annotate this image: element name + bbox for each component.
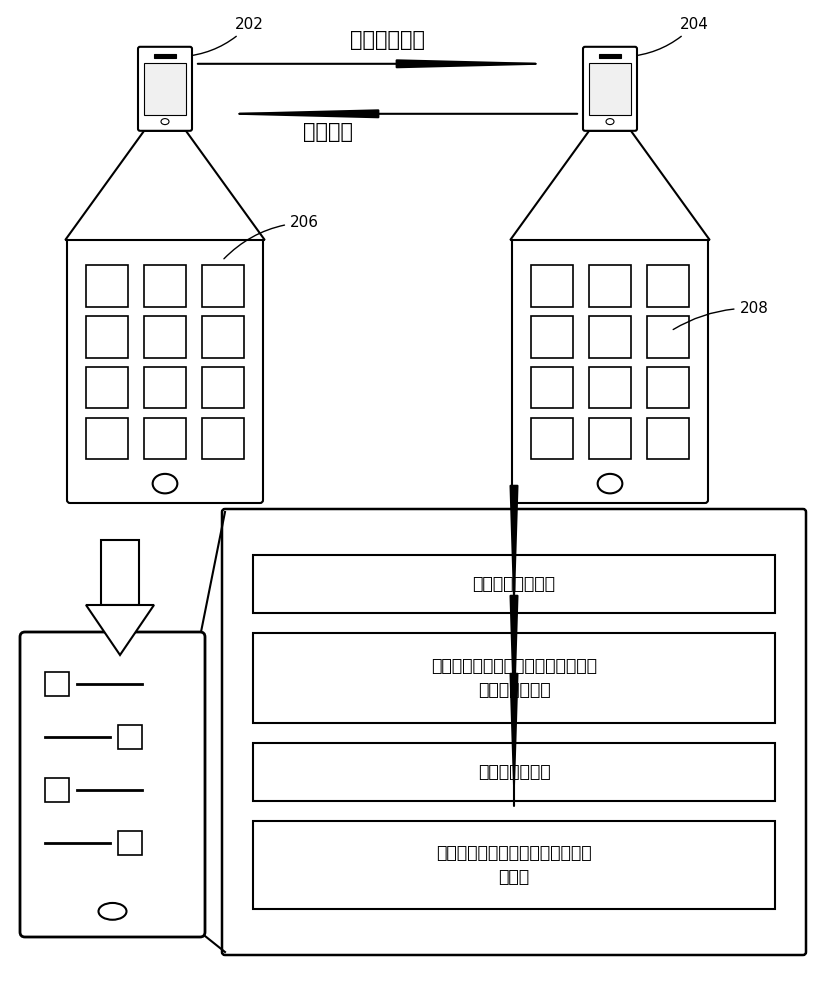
Bar <box>647 265 689 307</box>
Bar <box>144 367 186 408</box>
Bar <box>86 316 128 358</box>
Bar <box>202 418 244 459</box>
Bar <box>647 367 689 408</box>
FancyBboxPatch shape <box>20 632 205 937</box>
Bar <box>154 54 176 58</box>
Bar <box>101 540 139 605</box>
Bar <box>118 831 142 855</box>
Bar <box>86 367 128 408</box>
Bar <box>144 418 186 459</box>
FancyBboxPatch shape <box>138 47 192 131</box>
Bar <box>531 367 573 408</box>
Bar <box>86 265 128 307</box>
Polygon shape <box>510 131 710 240</box>
Bar <box>531 265 573 307</box>
Bar <box>253 633 775 723</box>
Bar <box>144 265 186 307</box>
Ellipse shape <box>161 119 169 125</box>
Bar <box>45 672 69 696</box>
Bar <box>202 316 244 358</box>
Text: 接收到通信响应: 接收到通信响应 <box>478 763 550 781</box>
Ellipse shape <box>606 119 614 125</box>
Text: 接收通信终止请求: 接收通信终止请求 <box>472 575 556 593</box>
Ellipse shape <box>153 474 177 493</box>
Bar <box>589 418 631 459</box>
Text: 208: 208 <box>673 301 768 330</box>
Bar <box>144 316 186 358</box>
Bar <box>202 367 244 408</box>
FancyBboxPatch shape <box>583 47 637 131</box>
Text: 202: 202 <box>183 17 264 57</box>
Bar <box>253 555 775 613</box>
Bar <box>86 418 128 459</box>
Bar <box>589 265 631 307</box>
FancyBboxPatch shape <box>512 237 708 503</box>
Bar <box>599 54 621 58</box>
Ellipse shape <box>598 474 623 493</box>
Bar <box>118 725 142 749</box>
Polygon shape <box>86 605 154 655</box>
Bar <box>589 367 631 408</box>
Bar <box>647 316 689 358</box>
Bar <box>589 63 631 115</box>
FancyBboxPatch shape <box>67 237 263 503</box>
Text: 206: 206 <box>224 215 319 259</box>
Text: 204: 204 <box>628 17 709 57</box>
Bar <box>589 316 631 358</box>
Text: 通信响应: 通信响应 <box>303 122 352 142</box>
Text: 进行第一帐号与第二帐号之间的实
时通信: 进行第一帐号与第二帐号之间的实 时通信 <box>436 844 592 886</box>
Polygon shape <box>65 131 265 240</box>
Bar <box>45 778 69 802</box>
Text: 第一通信请求: 第一通信请求 <box>350 30 425 50</box>
Bar <box>253 743 775 801</box>
Text: 206: 206 <box>158 886 184 900</box>
Bar <box>531 418 573 459</box>
Bar <box>531 316 573 358</box>
Bar <box>202 265 244 307</box>
Ellipse shape <box>98 903 127 920</box>
Bar <box>647 418 689 459</box>
Bar <box>144 63 186 115</box>
Bar <box>253 821 775 909</box>
Text: 关闭通信请求界面，并继续检测是否
接收到通信响应: 关闭通信请求界面，并继续检测是否 接收到通信响应 <box>431 657 597 699</box>
FancyBboxPatch shape <box>222 509 806 955</box>
